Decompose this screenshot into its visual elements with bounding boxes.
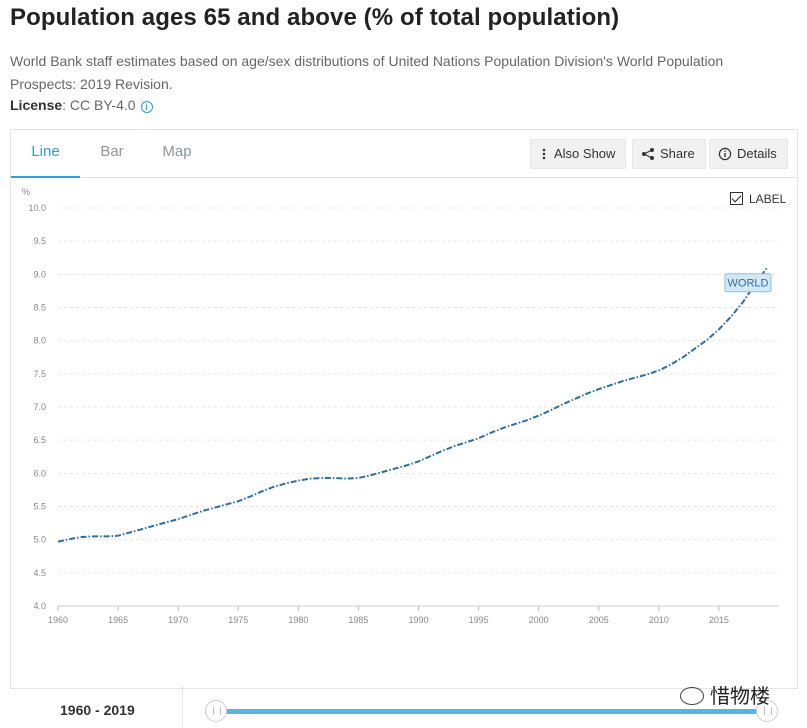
x-tick-label: 1970 xyxy=(168,615,188,625)
page-title: Population ages 65 and above (% of total… xyxy=(10,4,620,31)
chart-tab-bar: Line Bar Map Also Show Share Details xyxy=(11,130,797,178)
divider xyxy=(182,686,183,728)
y-tick-label: 10.0 xyxy=(28,203,46,213)
y-tick-label: 6.0 xyxy=(33,468,46,478)
also-show-label: Also Show xyxy=(554,146,616,161)
also-show-button[interactable]: Also Show xyxy=(530,139,627,169)
share-button[interactable]: Share xyxy=(632,139,706,169)
y-tick-label: 9.0 xyxy=(33,269,46,279)
y-tick-label: 4.0 xyxy=(33,601,46,611)
x-tick-label: 1995 xyxy=(469,615,489,625)
series-label-box xyxy=(724,273,772,293)
label-toggle[interactable]: LABEL xyxy=(730,192,786,206)
watermark-text: 惜物楼 xyxy=(710,686,770,708)
wechat-icon xyxy=(680,687,704,705)
tab-bar[interactable]: Bar xyxy=(100,143,124,160)
x-tick-label: 1975 xyxy=(228,615,248,625)
indicator-description: World Bank staff estimates based on age/… xyxy=(10,53,724,92)
x-tick-label: 2005 xyxy=(589,615,609,625)
label-toggle-text: LABEL xyxy=(749,192,787,206)
series-label-world: WORLD xyxy=(728,278,769,290)
license-value: : CC BY-4.0 xyxy=(62,97,136,113)
y-tick-label: 5.0 xyxy=(33,535,46,545)
share-icon xyxy=(642,148,654,160)
share-label: Share xyxy=(660,146,695,161)
line-chart: % 4.0 4.5 5.0 5.5 6.0 6.5 7.0 7.5 8.0 8.5 9.0 9.5 10.… xyxy=(22,187,779,625)
watermark: 惜物楼 xyxy=(680,680,770,709)
y-tick-label: 6.5 xyxy=(33,435,46,445)
info-icon[interactable]: i xyxy=(140,101,153,113)
x-tick-label: 2010 xyxy=(649,615,669,625)
info-circle-icon xyxy=(718,147,732,161)
details-label: Details xyxy=(737,146,777,161)
year-range-bar: 1960 - 2019 xyxy=(10,686,798,728)
x-tick-label: 2000 xyxy=(529,615,549,625)
y-tick-label: 9.5 xyxy=(33,236,46,246)
chart-panel: Line Bar Map Also Show Share Details LAB… xyxy=(10,129,798,689)
slider-end-handle[interactable] xyxy=(756,700,778,722)
license-label: License xyxy=(10,97,63,113)
year-range-slider[interactable] xyxy=(205,709,770,714)
y-tick-label: 8.0 xyxy=(33,336,46,346)
x-tick-label: 1965 xyxy=(108,615,128,625)
details-button[interactable]: Details xyxy=(709,139,788,169)
y-axis-unit-label: % xyxy=(22,187,30,197)
x-tick-label: 1985 xyxy=(348,615,368,625)
y-tick-label: 8.5 xyxy=(33,303,46,313)
x-tick-label: 1990 xyxy=(408,615,428,625)
x-tick-label: 1980 xyxy=(288,615,308,625)
license-line: License: CC BY-4.0 i xyxy=(10,97,153,113)
label-checkbox[interactable] xyxy=(730,192,743,205)
x-tick-label: 2015 xyxy=(709,615,729,625)
y-tick-label: 4.5 xyxy=(33,568,46,578)
slider-start-handle[interactable] xyxy=(205,700,227,722)
year-range-text: 1960 - 2019 xyxy=(60,702,135,718)
tab-line[interactable]: Line xyxy=(11,130,80,178)
y-tick-label: 7.5 xyxy=(33,369,46,379)
series-line-world[interactable] xyxy=(57,267,768,543)
y-tick-label: 5.5 xyxy=(33,502,46,512)
more-vertical-icon xyxy=(542,148,546,160)
y-tick-label: 7.0 xyxy=(33,402,46,412)
x-tick-label: 1960 xyxy=(48,615,68,625)
tab-map[interactable]: Map xyxy=(162,143,192,160)
